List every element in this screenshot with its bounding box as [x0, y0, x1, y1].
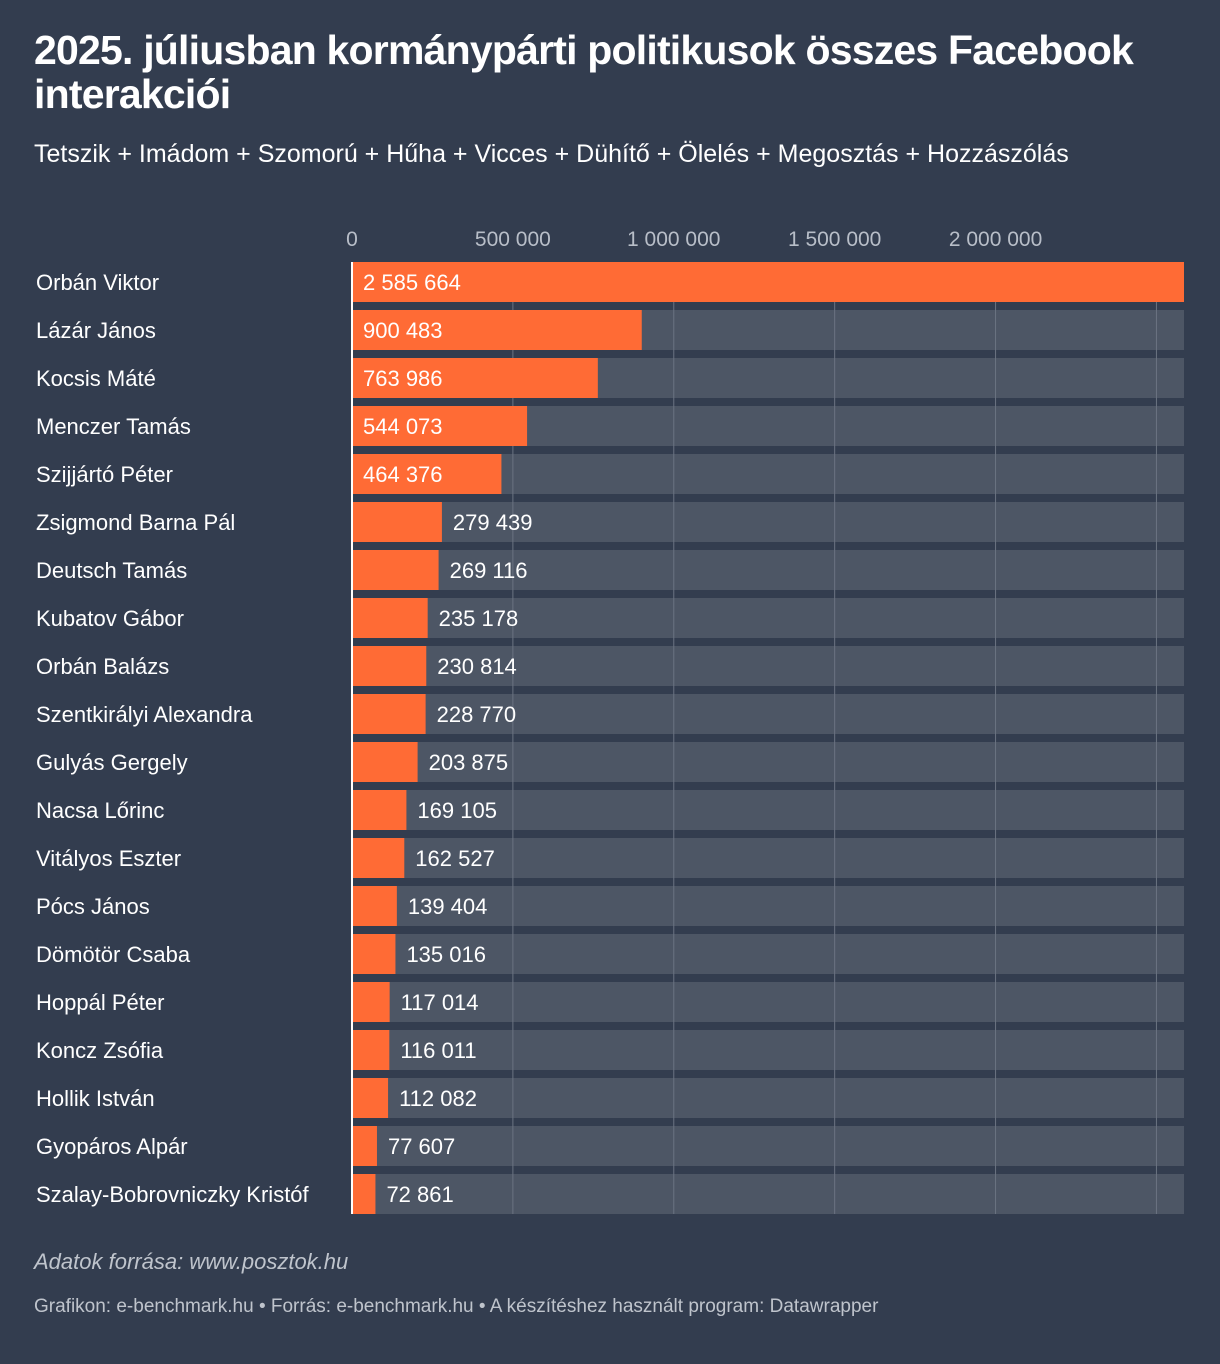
value-label: 900 483 [363, 318, 443, 343]
value-label: 117 014 [401, 990, 479, 1015]
bar-track [352, 502, 1184, 542]
category-label: Orbán Balázs [36, 654, 169, 679]
bar [352, 454, 502, 494]
bar-track [352, 646, 1184, 686]
bar-track [352, 934, 1184, 974]
category-label: Dömötör Csaba [36, 942, 191, 967]
bar-track [352, 1078, 1184, 1118]
category-label: Hoppál Péter [36, 990, 164, 1015]
value-label: 230 814 [437, 654, 517, 679]
data-source-note: Adatok forrása: www.posztok.hu [34, 1249, 349, 1274]
bar [352, 262, 1184, 302]
value-label: 763 986 [363, 366, 443, 391]
category-label: Kocsis Máté [36, 366, 156, 391]
value-label: 116 011 [400, 1038, 476, 1063]
bar-track [352, 694, 1184, 734]
value-label: 279 439 [453, 510, 533, 535]
category-label: Gyopáros Alpár [36, 1134, 188, 1159]
bar-track [352, 982, 1184, 1022]
bar [352, 502, 442, 542]
value-label: 235 178 [439, 606, 519, 631]
bar-track [352, 550, 1184, 590]
bar-track [352, 598, 1184, 638]
bar-chart: 0 500 000 1 000 000 1 500 000 2 000 000 Orbán… [36, 228, 1184, 1214]
bar [352, 694, 426, 734]
bar-track [352, 1030, 1184, 1070]
bar-track [352, 886, 1184, 926]
value-label: 464 376 [363, 462, 443, 487]
value-label: 139 404 [408, 894, 488, 919]
bar [352, 742, 418, 782]
bar [352, 1030, 390, 1070]
category-label: Pócs János [36, 894, 150, 919]
bar-track [352, 838, 1184, 878]
credits-line: Grafikon: e-benchmark.hu • Forrás: e-ben… [34, 1296, 879, 1317]
category-label: Lázár János [36, 318, 156, 343]
category-label: Szalay-Bobrovniczky Kristóf [36, 1182, 310, 1207]
bar [352, 406, 528, 446]
value-label: 135 016 [406, 942, 486, 967]
category-label: Zsigmond Barna Pál [36, 510, 235, 535]
value-label: 228 770 [437, 702, 517, 727]
x-tick-label: 500 000 [475, 228, 551, 251]
bar [352, 598, 428, 638]
value-label: 72 861 [386, 1182, 453, 1207]
category-label: Gulyás Gergely [36, 750, 188, 775]
category-label: Nacsa Lőrinc [36, 798, 164, 823]
value-label: 162 527 [415, 846, 495, 871]
category-label: Hollik István [36, 1086, 155, 1111]
value-label: 203 875 [429, 750, 509, 775]
value-label: 169 105 [417, 798, 497, 823]
category-label: Menczer Tamás [36, 414, 191, 439]
value-label: 544 073 [363, 414, 443, 439]
category-label: Vitályos Eszter [36, 846, 181, 871]
bar [352, 1174, 376, 1214]
category-label: Koncz Zsófia [36, 1038, 164, 1063]
bar [352, 358, 598, 398]
category-label: Kubatov Gábor [36, 606, 184, 631]
bar-track [352, 1174, 1184, 1214]
x-tick-label: 1 000 000 [627, 228, 720, 251]
x-tick-label: 1 500 000 [788, 228, 881, 251]
category-label: Szijjártó Péter [36, 462, 173, 487]
bar [352, 886, 397, 926]
value-label: 112 082 [399, 1086, 477, 1111]
bar-track [352, 742, 1184, 782]
bar [352, 838, 405, 878]
category-label: Szentkirályi Alexandra [36, 702, 253, 727]
bar [352, 790, 407, 830]
x-tick-label: 2 000 000 [949, 228, 1042, 251]
chart-subtitle: Tetszik + Imádom + Szomorú + Hűha + Vicc… [34, 140, 1069, 168]
bar [352, 550, 439, 590]
x-tick-label: 0 [346, 228, 358, 251]
category-label: Deutsch Tamás [36, 558, 187, 583]
bar [352, 982, 390, 1022]
bar-track [352, 790, 1184, 830]
bar [352, 934, 396, 974]
bar-track [352, 1126, 1184, 1166]
value-label: 2 585 664 [363, 270, 461, 295]
value-label: 269 116 [450, 558, 528, 583]
category-label: Orbán Viktor [36, 270, 159, 295]
bar [352, 310, 642, 350]
bar [352, 1126, 377, 1166]
bar [352, 1078, 389, 1118]
chart-title: 2025. júliusban kormánypárti politikusok… [34, 27, 1134, 117]
bar [352, 646, 427, 686]
value-label: 77 607 [388, 1134, 455, 1159]
